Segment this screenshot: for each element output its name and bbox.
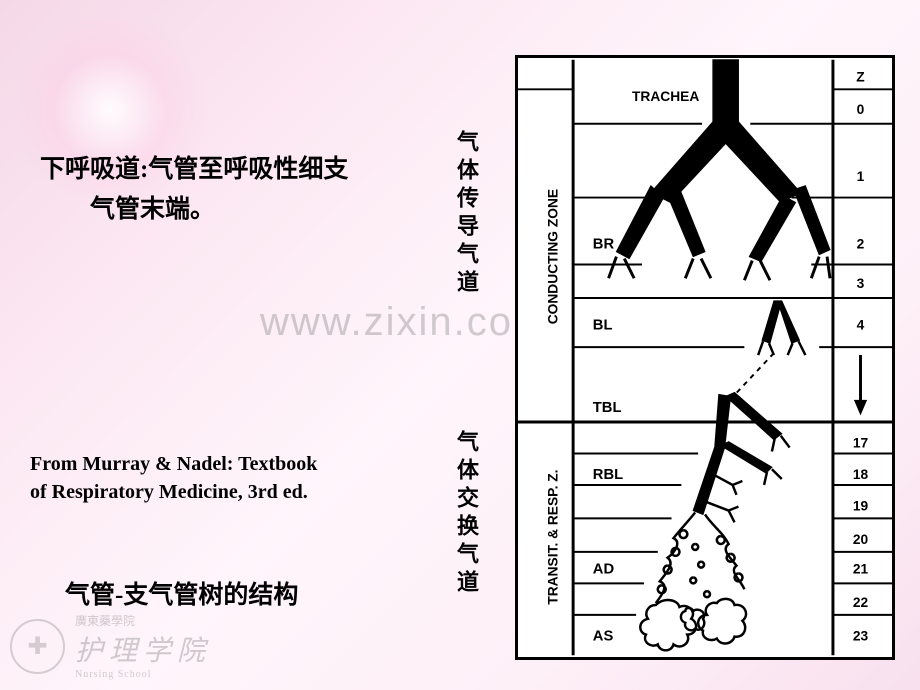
trachea-label: TRACHEA: [632, 89, 699, 104]
gen-header: Z: [856, 69, 865, 84]
main-description: 下呼吸道:气管至呼吸性细支 气管末端。: [40, 150, 348, 230]
svg-text:3: 3: [857, 276, 865, 291]
citation-text: From Murray & Nadel: Textbook of Respira…: [30, 450, 317, 506]
svg-text:22: 22: [853, 595, 869, 610]
main-text-line1: 下呼吸道:气管至呼吸性细支: [40, 150, 348, 190]
resp-zone-label: TRANSIT. & RESP. Z.: [545, 470, 560, 605]
svg-text:RBL: RBL: [593, 467, 623, 483]
svg-text:17: 17: [853, 436, 869, 451]
svg-text:19: 19: [853, 499, 869, 514]
logo-text-block: 廣東藥學院 护理学院 Nursing School: [75, 612, 211, 680]
shield-icon: ✚: [10, 619, 65, 674]
logo-name: 护理学院: [75, 629, 211, 669]
figure-caption: 气管-支气管树的结构: [65, 575, 298, 611]
diagram-svg: CONDUCTING ZONE TRANSIT. & RESP. Z. Z TR…: [518, 58, 892, 657]
lower-rows: 17 RBL 18 19 20 AD 21 22 AS 23: [573, 436, 892, 645]
svg-text:2: 2: [857, 237, 865, 252]
svg-text:18: 18: [853, 467, 869, 482]
school-logo: ✚ 廣東藥學院 护理学院 Nursing School: [10, 612, 211, 680]
citation-line1: From Murray & Nadel: Textbook: [30, 450, 317, 478]
svg-text:1: 1: [857, 169, 865, 184]
svg-text:23: 23: [853, 628, 869, 643]
svg-text:0: 0: [857, 102, 865, 117]
svg-text:20: 20: [853, 532, 869, 547]
svg-text:BR: BR: [593, 237, 615, 253]
respiratory-tree: [640, 392, 789, 650]
svg-text:4: 4: [857, 317, 865, 332]
bronchial-tree: [609, 60, 867, 414]
main-text-line2: 气管末端。: [40, 190, 348, 230]
tracheobronchial-tree-diagram: CONDUCTING ZONE TRANSIT. & RESP. Z. Z TR…: [515, 55, 895, 660]
svg-text:AD: AD: [593, 562, 615, 578]
logo-institution: 廣東藥學院: [75, 612, 211, 629]
vertical-label-respiratory: 气体交换气道: [450, 430, 482, 598]
svg-text:AS: AS: [593, 628, 614, 644]
logo-english: Nursing School: [75, 669, 211, 680]
svg-text:BL: BL: [593, 317, 613, 333]
citation-line2: of Respiratory Medicine, 3rd ed.: [30, 478, 317, 506]
svg-text:21: 21: [853, 562, 869, 577]
vertical-label-conducting: 气体传导气道: [450, 130, 482, 298]
svg-text:TBL: TBL: [593, 400, 622, 416]
conducting-zone-label: CONDUCTING ZONE: [545, 189, 560, 324]
